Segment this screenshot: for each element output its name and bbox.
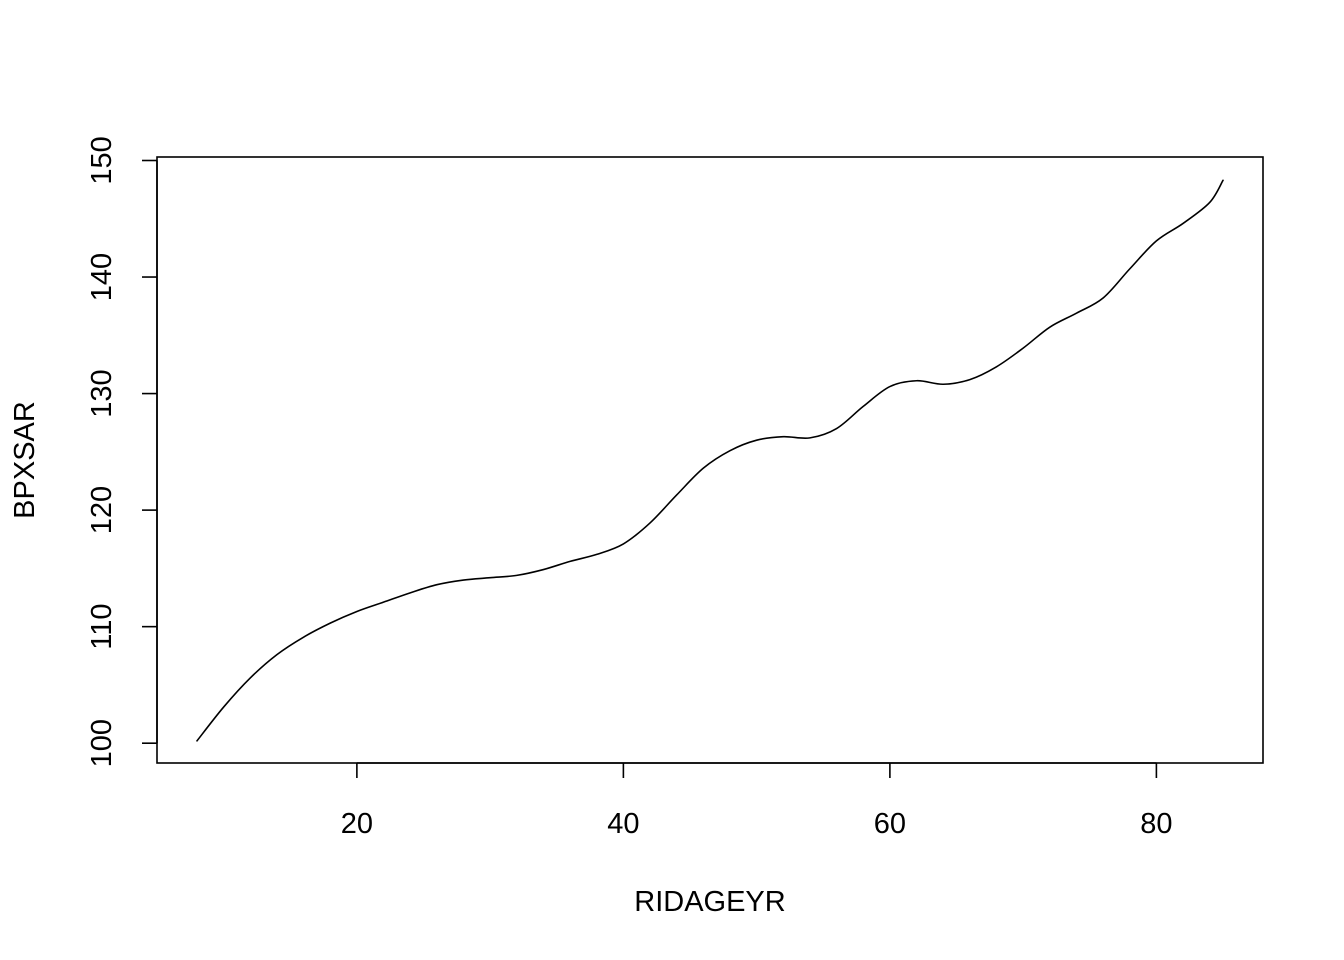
plot-frame [156,156,1264,764]
axes: 20 40 60 80 100 110 120 130 140 150 [86,136,1264,840]
y-tick-label-3: 130 [86,369,118,417]
y-axis-label: BPXSAR [9,401,41,519]
x-axis-label: RIDAGEYR [634,886,785,918]
x-tick-label-0: 20 [341,808,373,840]
x-tick-label-2: 60 [874,808,906,840]
y-tick-label-0: 100 [86,719,118,767]
y-tick-label-4: 140 [86,253,118,301]
x-tick-label-1: 40 [607,808,639,840]
y-tick-label-5: 150 [86,136,118,184]
series-line-0 [196,179,1224,742]
y-tick-label-2: 120 [86,486,118,534]
y-tick-label-1: 110 [86,604,118,650]
x-tick-label-3: 80 [1140,808,1172,840]
series-layer [196,179,1224,742]
